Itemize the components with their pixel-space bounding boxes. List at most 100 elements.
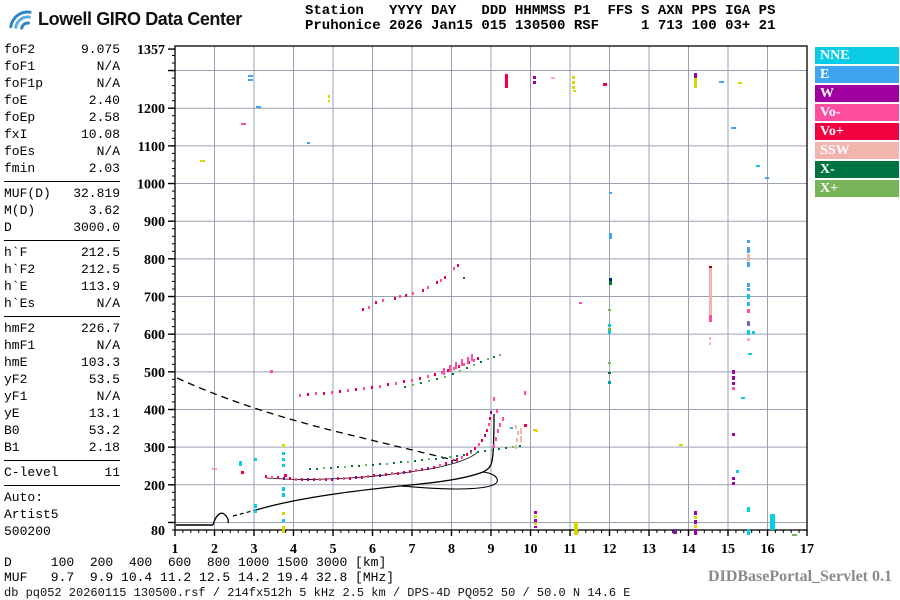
param-row-b1: B1 2.18 — [4, 439, 120, 456]
legend-item-e: E — [815, 66, 899, 83]
param-value: 103.3 — [80, 355, 120, 370]
autoscaling-info: Auto: Artist5 500200 — [4, 489, 120, 540]
x-axis-label: 1 — [172, 542, 179, 557]
trace-hop3-echoes — [362, 264, 459, 311]
param-label: M(D) — [4, 203, 36, 218]
autoscaling-line: Artist5 — [4, 507, 59, 522]
param-value: 2.58 — [88, 110, 120, 125]
param-value: N/A — [96, 144, 120, 159]
x-axis-label: 9 — [488, 542, 495, 557]
autoscaling-line: Auto: — [4, 490, 44, 505]
x-axis-labels: 1 2 3 4 5 6 7 8 9 10 11 12 13 14 15 16 17 — [172, 542, 815, 557]
x-axis-label: 17 — [800, 542, 814, 557]
param-value: N/A — [96, 296, 120, 311]
param-label: yE — [4, 406, 20, 421]
param-row-hmf1: hmF1 N/A — [4, 337, 120, 354]
y-axis-label: 900 — [144, 215, 165, 230]
rfi-marks — [200, 73, 797, 536]
legend-item-ssw: SSW — [815, 142, 899, 159]
trace-f2-x-trace-echoes — [309, 445, 521, 470]
panel-separator — [4, 485, 120, 486]
param-row-b0: B0 53.2 — [4, 422, 120, 439]
y-axis-label: 200 — [144, 479, 165, 494]
param-label: h`Es — [4, 296, 36, 311]
y-axis-label: 300 — [144, 441, 165, 456]
x-axis-label: 11 — [563, 542, 576, 557]
legend-item-nne: NNE — [815, 47, 899, 64]
x-axis-label: 10 — [524, 542, 538, 557]
param-value: 212.5 — [80, 245, 120, 260]
param-row-mufd: MUF(D) 32.819 — [4, 185, 120, 202]
param-row-fxi: fxI 10.08 — [4, 126, 120, 143]
param-row-foep: foEp 2.58 — [4, 109, 120, 126]
param-label: foEs — [4, 144, 36, 159]
muf-row: MUF 9.7 9.9 10.4 11.2 12.5 14.2 19.4 32.… — [4, 569, 395, 585]
param-value: 53.5 — [88, 372, 120, 387]
station-header-line2: Pruhonice 2026 Jan15 015 130500 RSF 1 71… — [305, 18, 776, 34]
plot-grid — [175, 46, 807, 530]
param-value: 9.075 — [80, 42, 120, 57]
legend-item-x: X+ — [815, 180, 899, 197]
param-row-md: M(D) 3.62 — [4, 202, 120, 219]
param-row-foe: foE 2.40 — [4, 92, 120, 109]
param-label: B1 — [4, 440, 20, 455]
param-value: 212.5 — [80, 262, 120, 277]
param-label: B0 — [4, 423, 20, 438]
param-value: 3000.0 — [73, 220, 120, 235]
param-label: hmF1 — [4, 338, 36, 353]
legend-item-vo: Vo- — [815, 104, 899, 121]
param-label: foF1 — [4, 59, 36, 74]
legend-item-w: W — [815, 85, 899, 102]
servlet-version-label: DIDBasePortal_Servlet 0.1 — [708, 568, 892, 585]
param-row-d: D 3000.0 — [4, 219, 120, 236]
x-axis-label: 7 — [409, 542, 416, 557]
station-header: Station YYYY DAY DDD HHMMSS P1 FFS S AXN… — [305, 4, 775, 34]
param-row-fof1p: foF1p N/A — [4, 75, 120, 92]
param-row-hf: h`F 212.5 — [4, 244, 120, 261]
trace-hop2-x-echoes — [404, 354, 501, 388]
trace-muf-transmission-curve — [176, 377, 459, 462]
param-label: yF2 — [4, 372, 28, 387]
y-axis-label: 600 — [144, 328, 165, 343]
y-axis-labels: 1357 1200 1100 1000 900 800 700 600 500 400 300 200… — [137, 43, 165, 539]
panel-separator — [4, 316, 120, 317]
wave-icon — [9, 10, 32, 30]
x-axis-label: 5 — [330, 542, 337, 557]
param-row-yf2: yF2 53.5 — [4, 371, 120, 388]
y-axis-label: 1357 — [137, 43, 165, 58]
param-row-fmin: fmin 2.03 — [4, 160, 120, 177]
param-value: N/A — [96, 389, 120, 404]
axis-ticks — [168, 48, 808, 536]
legend-item-x: X- — [815, 161, 899, 178]
param-value: 2.03 — [88, 161, 120, 176]
param-value: 32.819 — [73, 186, 120, 201]
param-label: hmE — [4, 355, 28, 370]
param-row-yf1: yF1 N/A — [4, 388, 120, 405]
param-row-fof1: foF1 N/A — [4, 58, 120, 75]
x-axis-label: 3 — [251, 542, 258, 557]
param-label: h`F — [4, 245, 28, 260]
param-label: h`E — [4, 279, 28, 294]
param-label: yF1 — [4, 389, 28, 404]
panel-separator — [4, 460, 120, 461]
y-axis-label: 500 — [144, 366, 165, 381]
trace-e-f-dashed-link — [232, 509, 257, 517]
param-value: N/A — [96, 338, 120, 353]
muf-distance-table: D 100 200 400 600 800 1000 1500 3000 [km… — [4, 555, 395, 585]
param-value: 53.2 — [88, 423, 120, 438]
trace-f-trace-fit-line — [265, 451, 479, 480]
giro-logo: Lowell GIRO Data Center — [8, 6, 242, 32]
trace-hop3-x-echo — [463, 277, 465, 279]
param-row-hf2: h`F2 212.5 — [4, 261, 120, 278]
panel-separator — [4, 181, 120, 182]
y-axis-label: 1200 — [137, 102, 165, 117]
trace-cusp-scatter-pale — [515, 425, 519, 449]
param-value: 3.62 — [88, 203, 120, 218]
param-value: 13.1 — [88, 406, 120, 421]
y-axis-label: 700 — [144, 291, 165, 306]
x-axis-label: 8 — [448, 542, 455, 557]
param-value: N/A — [96, 76, 120, 91]
y-axis-label: 1000 — [137, 178, 165, 193]
param-label: foEp — [4, 110, 36, 125]
x-axis-label: 15 — [721, 542, 735, 557]
